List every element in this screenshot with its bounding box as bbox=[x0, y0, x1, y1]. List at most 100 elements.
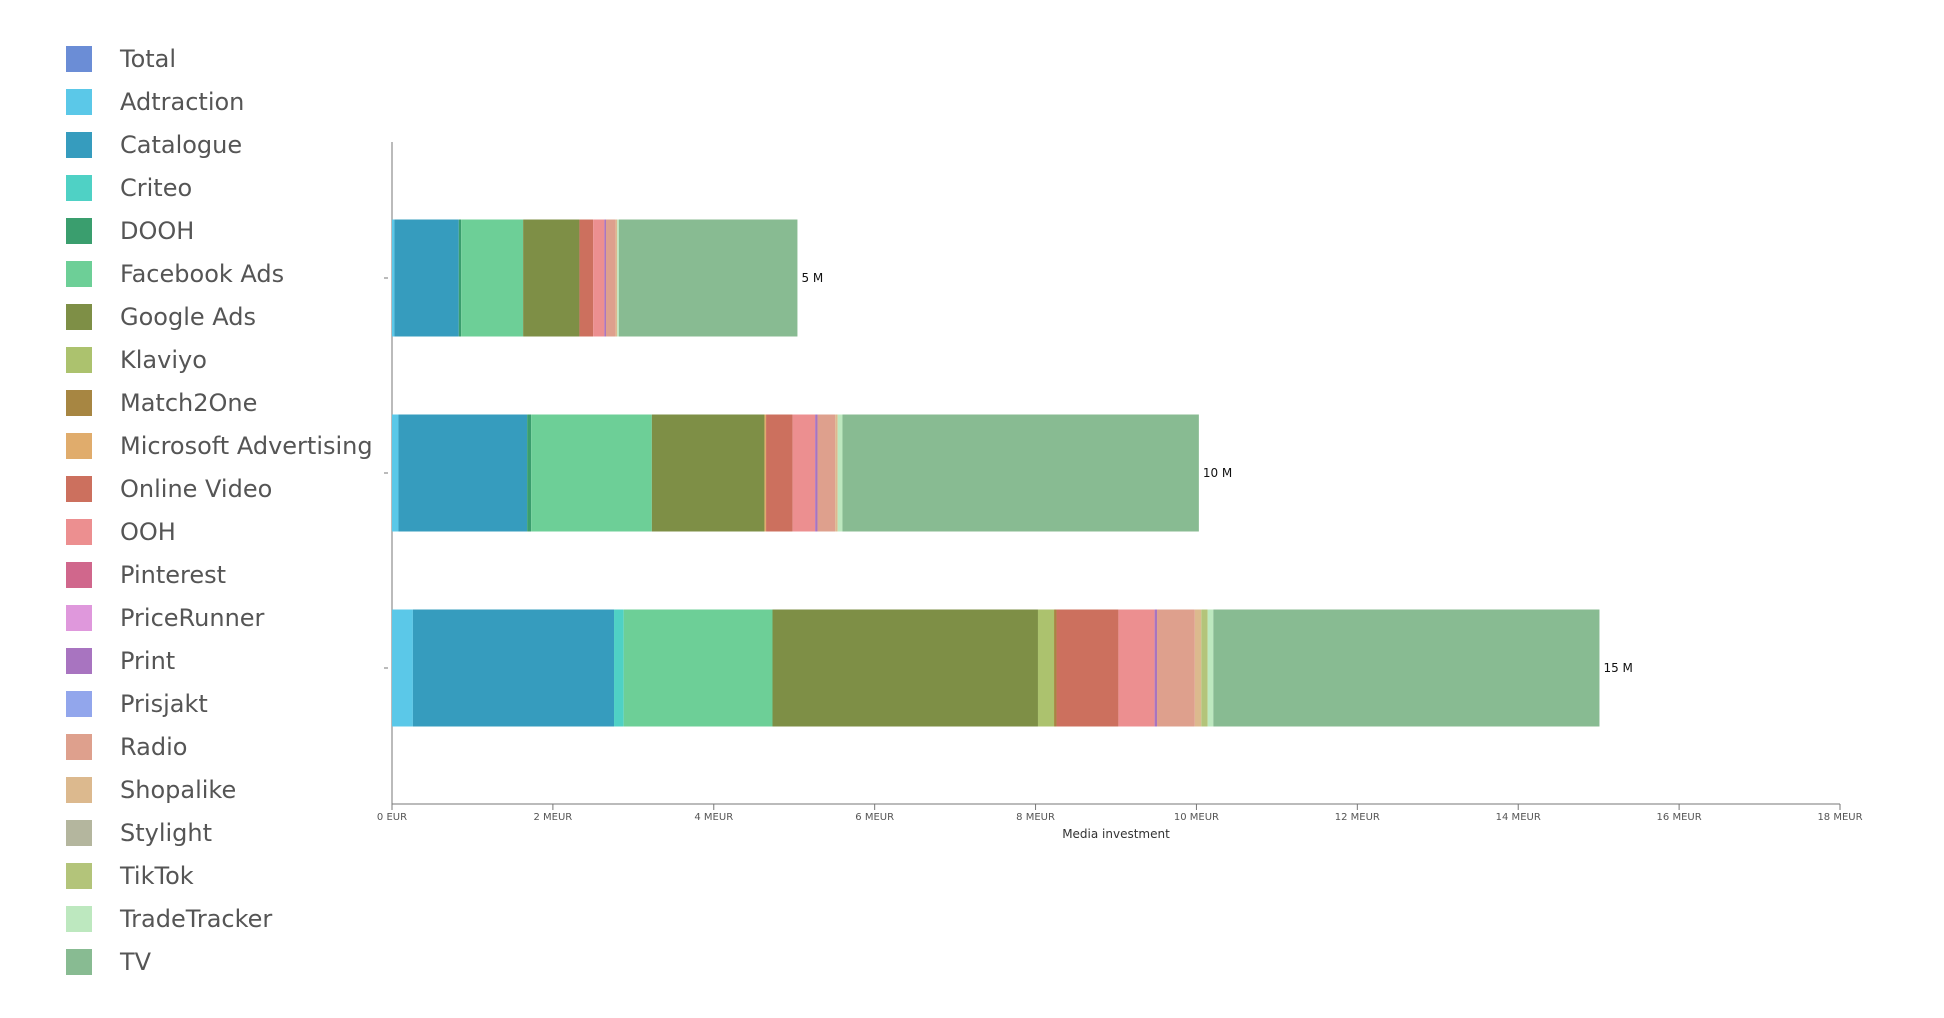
legend-swatch bbox=[66, 734, 92, 760]
legend-item[interactable]: DOOH bbox=[66, 216, 194, 246]
bar-segment-shopalike bbox=[615, 219, 618, 337]
x-tick-label: 18 MEUR bbox=[1817, 812, 1862, 823]
legend-swatch bbox=[66, 691, 92, 717]
legend-label: OOH bbox=[120, 518, 176, 546]
legend-swatch bbox=[66, 261, 92, 287]
legend-label: Criteo bbox=[120, 174, 193, 202]
legend-swatch bbox=[66, 476, 92, 502]
legend-label: Microsoft Advertising bbox=[120, 432, 373, 460]
legend-label: Shopalike bbox=[120, 776, 237, 804]
legend-label: Pinterest bbox=[120, 561, 227, 589]
bar-segment-ooh bbox=[1118, 609, 1155, 727]
legend-label: Catalogue bbox=[120, 131, 243, 159]
legend-swatch bbox=[66, 605, 92, 631]
legend-item[interactable]: Criteo bbox=[66, 173, 192, 203]
legend-label: Stylight bbox=[120, 819, 213, 847]
legend-swatch bbox=[66, 89, 92, 115]
legend-swatch bbox=[66, 949, 92, 975]
bar-segment-catalogue bbox=[412, 609, 615, 727]
legend-swatch bbox=[66, 175, 92, 201]
legend-item[interactable]: Catalogue bbox=[66, 130, 242, 160]
legend-item[interactable]: Klaviyo bbox=[66, 345, 207, 375]
bar-total-label: 10 M bbox=[1203, 466, 1232, 480]
legend-item[interactable]: TikTok bbox=[66, 861, 194, 891]
x-tick-label: 10 MEUR bbox=[1174, 812, 1219, 823]
bar-segment-tradetracker bbox=[837, 414, 843, 532]
bar-segment-facebook-ads bbox=[623, 609, 773, 727]
legend-swatch bbox=[66, 347, 92, 373]
legend-item[interactable]: Adtraction bbox=[66, 87, 244, 117]
legend-swatch bbox=[66, 304, 92, 330]
legend-item[interactable]: Pinterest bbox=[66, 560, 226, 590]
legend-item[interactable]: Online Video bbox=[66, 474, 272, 504]
legend-swatch bbox=[66, 46, 92, 72]
legend-label: Radio bbox=[120, 733, 188, 761]
bar-segment-adtraction bbox=[392, 219, 395, 337]
bar-segment-tv bbox=[1213, 609, 1600, 727]
bar-segment-radio bbox=[817, 414, 836, 532]
x-tick-label: 6 MEUR bbox=[855, 812, 894, 823]
bar-segment-tiktok bbox=[1201, 609, 1208, 727]
bar-total-label: 5 M bbox=[801, 271, 823, 285]
bar-segment-tv bbox=[842, 414, 1199, 532]
bar-segment-online-video bbox=[1056, 609, 1119, 727]
legend-item[interactable]: Microsoft Advertising bbox=[66, 431, 373, 461]
bar-segment-google-ads bbox=[651, 414, 765, 532]
bar-segment-dooh bbox=[458, 219, 462, 337]
bar-segment-criteo bbox=[614, 609, 624, 727]
bar-segment-tradetracker bbox=[617, 219, 619, 337]
legend-label: DOOH bbox=[120, 217, 195, 245]
legend-item[interactable]: TradeTracker bbox=[66, 904, 272, 934]
legend-item[interactable]: Google Ads bbox=[66, 302, 256, 332]
bar-segment-tv bbox=[618, 219, 798, 337]
bar-segment-match2one bbox=[1054, 609, 1057, 727]
x-tick-label: 14 MEUR bbox=[1496, 812, 1541, 823]
bar-segment-online-video bbox=[579, 219, 594, 337]
legend-item[interactable]: Facebook Ads bbox=[66, 259, 284, 289]
bar-segment-microsoft-advertising bbox=[764, 414, 767, 532]
legend-item[interactable]: OOH bbox=[66, 517, 176, 547]
bar-segment-print bbox=[1154, 609, 1158, 727]
legend-swatch bbox=[66, 132, 92, 158]
bar-segment-print bbox=[604, 219, 606, 337]
bar-segment-catalogue bbox=[398, 414, 528, 532]
bar-segment-tradetracker bbox=[1207, 609, 1214, 727]
legend-label: Match2One bbox=[120, 389, 258, 417]
legend-label: TradeTracker bbox=[120, 905, 273, 933]
x-tick-label: 2 MEUR bbox=[534, 812, 573, 823]
bar-total-label: 15 M bbox=[1603, 661, 1632, 675]
bar-segment-klaviyo bbox=[1037, 609, 1055, 727]
legend-item[interactable]: Stylight bbox=[66, 818, 212, 848]
bar-segment-shopalike bbox=[835, 414, 838, 532]
legend-item[interactable]: TV bbox=[66, 947, 151, 977]
legend-swatch bbox=[66, 519, 92, 545]
bar-segment-google-ads bbox=[772, 609, 1038, 727]
legend-swatch bbox=[66, 777, 92, 803]
legend-swatch bbox=[66, 906, 92, 932]
legend-item[interactable]: Radio bbox=[66, 732, 187, 762]
bar-segment-adtraction bbox=[392, 609, 413, 727]
bar-segment-ooh bbox=[792, 414, 816, 532]
bar-segment-adtraction bbox=[392, 414, 399, 532]
legend-item[interactable]: Total bbox=[66, 44, 176, 74]
legend-swatch bbox=[66, 648, 92, 674]
legend-item[interactable]: Shopalike bbox=[66, 775, 236, 805]
legend-label: Facebook Ads bbox=[120, 260, 285, 288]
legend-label: Google Ads bbox=[120, 303, 256, 331]
legend-item[interactable]: PriceRunner bbox=[66, 603, 264, 633]
bar-segment-google-ads bbox=[523, 219, 580, 337]
legend-item[interactable]: Print bbox=[66, 646, 175, 676]
x-axis-title: Media investment bbox=[1062, 827, 1170, 841]
legend-swatch bbox=[66, 218, 92, 244]
legend-label: Total bbox=[120, 45, 177, 73]
x-tick-label: 16 MEUR bbox=[1657, 812, 1702, 823]
legend-item[interactable]: Prisjakt bbox=[66, 689, 208, 719]
legend-swatch bbox=[66, 820, 92, 846]
bar-segment-ooh bbox=[593, 219, 605, 337]
legend-label: Klaviyo bbox=[120, 346, 207, 374]
legend-swatch bbox=[66, 863, 92, 889]
bar-segment-dooh bbox=[527, 414, 532, 532]
legend-item[interactable]: Match2One bbox=[66, 388, 257, 418]
bar-segment-shopalike bbox=[1194, 609, 1202, 727]
